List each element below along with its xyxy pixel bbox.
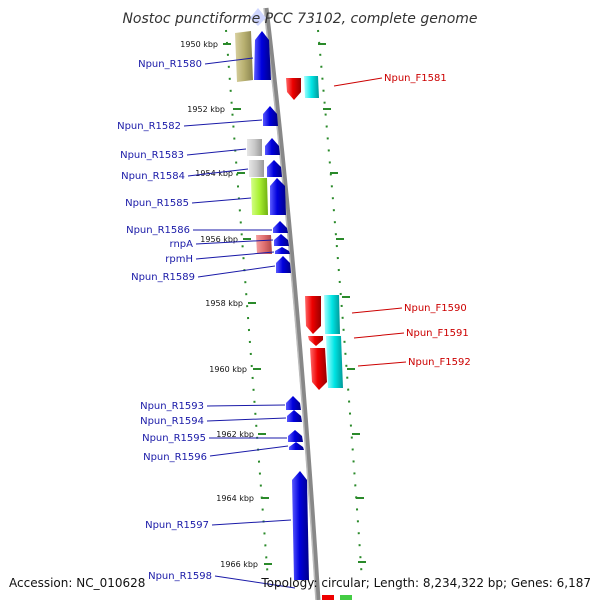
tick-labels: 1950 kbp 1952 kbp 1954 kbp 1956 kbp 1958… [180,40,258,569]
cog-box-gray [249,160,264,177]
topology-text: Topology: circular; Length: 8,234,322 bp… [260,576,591,590]
tick-label: 1952 kbp [187,105,225,114]
cog-box-cyan [324,295,340,334]
label-npun-r1583[interactable]: Npun_R1583 [120,150,184,161]
tick-label: 1966 kbp [220,560,258,569]
label-npun-f1592[interactable]: Npun_F1592 [408,357,471,368]
start-marker [250,8,266,26]
gene-npun-r1597[interactable] [292,471,309,580]
leader-lines-reverse [183,57,296,589]
label-npun-r1589[interactable]: Npun_R1589 [131,272,195,283]
forward-gene-labels: Npun_F1581 Npun_F1590 Npun_F1591 Npun_F1… [384,73,471,368]
dotted-track-inner [225,29,269,581]
gene-npun-r1586[interactable] [273,221,288,233]
label-npun-r1597[interactable]: Npun_R1597 [145,520,209,531]
gene-npun-r1596[interactable] [289,442,304,450]
cog-box-pink [256,235,272,254]
gene-npun-r1585[interactable] [270,178,286,215]
tick-label: 1954 kbp [195,169,233,178]
cog-box-green-partial [340,595,352,600]
dotted-track-outer [317,29,363,581]
gene-npun-f1581[interactable] [286,78,301,100]
tick-label: 1950 kbp [180,40,218,49]
gene-npun-f1592[interactable] [310,348,327,390]
map-title: Nostoc punctiforme PCC 73102, complete g… [122,11,477,27]
label-npun-r1593[interactable]: Npun_R1593 [140,401,204,412]
gene-npun-f1590[interactable] [305,296,321,334]
label-npun-r1582[interactable]: Npun_R1582 [117,121,181,132]
accession-text: Accession: NC_010628 [9,576,145,590]
label-rnpa[interactable]: rnpA [170,239,194,250]
tick-label: 1962 kbp [216,430,254,439]
label-npun-r1594[interactable]: Npun_R1594 [140,416,204,427]
gene-npun-r1583[interactable] [265,138,280,155]
label-npun-r1595[interactable]: Npun_R1595 [142,433,206,444]
gene-npun-r1593[interactable] [286,396,301,410]
tick-label: 1960 kbp [209,365,247,374]
gene-npun-r1582[interactable] [263,106,278,126]
label-npun-f1590[interactable]: Npun_F1590 [404,303,467,314]
label-npun-r1596[interactable]: Npun_R1596 [143,452,207,463]
label-npun-r1586[interactable]: Npun_R1586 [126,225,190,236]
gene-npun-r1584[interactable] [267,160,282,177]
tick-label: 1964 kbp [216,494,254,503]
gene-npun-r1595[interactable] [288,430,303,442]
cog-box-red-partial [322,595,334,600]
reverse-genes [254,31,309,580]
tick-label: 1958 kbp [205,299,243,308]
cog-box-olive [235,31,253,82]
label-npun-r1580[interactable]: Npun_R1580 [138,59,202,70]
gene-npun-r1594[interactable] [287,410,302,422]
gene-npun-f1591[interactable] [308,336,323,346]
label-npun-f1581[interactable]: Npun_F1581 [384,73,447,84]
gene-npun-r1589[interactable] [276,256,291,273]
gene-rnpa[interactable] [274,234,289,246]
tick-marks-inner [223,43,272,565]
cog-box-gray [247,139,262,156]
label-npun-f1591[interactable]: Npun_F1591 [406,328,469,339]
cog-box-cyan [304,76,319,98]
reverse-gene-labels: Npun_R1580 Npun_R1582 Npun_R1583 Npun_R1… [117,59,212,582]
label-npun-r1598[interactable]: Npun_R1598 [148,571,212,582]
tick-label: 1956 kbp [200,235,238,244]
gene-npun-r1580[interactable] [254,31,271,80]
backbone-highlight [263,7,317,600]
label-npun-r1585[interactable]: Npun_R1585 [125,198,189,209]
label-npun-r1584[interactable]: Npun_R1584 [121,171,185,182]
leader-lines-forward [333,77,407,367]
cog-boxes-reverse [235,31,272,254]
tick-marks-outer [318,43,366,563]
gene-rpmh[interactable] [275,247,290,254]
forward-genes [286,76,352,600]
label-rpmh[interactable]: rpmH [165,254,193,265]
cog-box-green [251,178,268,215]
cog-box-cyan [326,336,343,388]
genome-backbone [263,7,321,600]
